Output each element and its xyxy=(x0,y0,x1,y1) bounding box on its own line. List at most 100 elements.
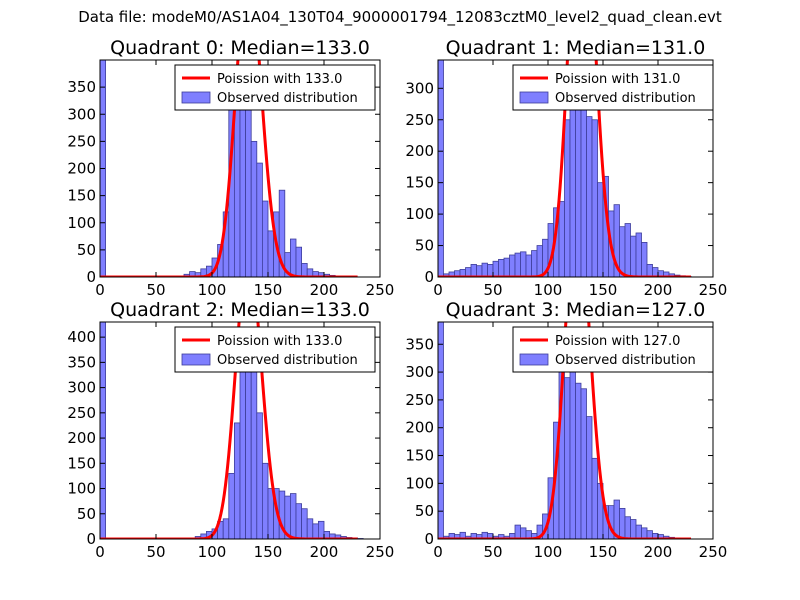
histogram-bar xyxy=(256,162,263,277)
subplot-quadrant-2: 0 50 100 150 200 250 0 50 100 150 200 250 300 350 400 Q… xyxy=(67,299,395,561)
x-tick-label: 0 xyxy=(433,543,443,561)
histogram-bar xyxy=(228,472,235,539)
poisson-curve xyxy=(438,60,691,277)
legend-poisson-label: Poission with 127.0 xyxy=(555,334,680,349)
x-tick-label: 150 xyxy=(254,543,283,561)
histogram-bar xyxy=(295,246,302,277)
x-tick-label: 50 xyxy=(146,281,165,299)
x-tick-label: 100 xyxy=(198,543,227,561)
x-tick-label: 100 xyxy=(534,281,563,299)
subplot-quadrant-3: 0 50 100 150 200 250 0 50 100 150 200 250 300 350 Quad… xyxy=(405,299,728,561)
plot-area xyxy=(100,60,358,277)
y-tick-label: 0 xyxy=(424,530,434,548)
x-tick-label: 150 xyxy=(254,281,283,299)
y-tick-label: 100 xyxy=(405,474,434,492)
histogram-bar xyxy=(295,503,302,539)
legend-hist-label: Observed distribution xyxy=(555,91,696,106)
axes-frame xyxy=(99,321,381,540)
y-tick-label: 0 xyxy=(86,530,96,548)
x-tick-label: 0 xyxy=(95,281,105,299)
x-tick-label: 200 xyxy=(644,543,673,561)
x-tick-label: 250 xyxy=(699,543,728,561)
y-tick-label: 50 xyxy=(77,505,96,523)
legend-hist-swatch xyxy=(519,91,549,104)
x-tick-label: 150 xyxy=(589,543,618,561)
y-tick-label: 200 xyxy=(405,419,434,437)
histogram-bar xyxy=(289,238,297,277)
histogram-bar xyxy=(514,524,521,539)
axes-frame xyxy=(437,321,714,540)
histogram-bar xyxy=(261,462,269,539)
histogram-bar xyxy=(250,349,258,539)
histogram-bar xyxy=(531,250,538,277)
subplot-title: Quadrant 0: Median=133.0 xyxy=(110,37,370,59)
histogram-bar xyxy=(619,507,626,539)
histogram-bar xyxy=(630,235,637,277)
histogram-bar xyxy=(267,230,274,277)
y-tick-label: 50 xyxy=(415,502,434,520)
histogram-bar xyxy=(481,262,488,277)
histogram-bar xyxy=(525,254,532,277)
x-tick-label: 200 xyxy=(310,281,339,299)
y-tick-label: 200 xyxy=(67,429,96,447)
axes-frame xyxy=(437,59,714,278)
poisson-curve xyxy=(100,60,358,277)
histogram-bar xyxy=(250,140,258,277)
histogram-bar xyxy=(580,81,587,277)
histogram-bar xyxy=(580,388,587,539)
y-tick-label: 100 xyxy=(67,480,96,498)
poisson-curve xyxy=(100,322,358,539)
x-tick-label: 50 xyxy=(146,543,165,561)
x-tick-label: 250 xyxy=(366,543,395,561)
x-tick-label: 200 xyxy=(644,281,673,299)
histogram-bar xyxy=(306,518,314,539)
x-tick-label: 50 xyxy=(483,281,502,299)
x-tick-label: 0 xyxy=(95,543,105,561)
histogram-bar xyxy=(487,264,494,277)
histogram-bar xyxy=(492,260,499,277)
y-tick-label: 250 xyxy=(405,391,434,409)
legend-hist-swatch xyxy=(181,91,211,104)
y-tick-label: 400 xyxy=(67,328,96,346)
y-tick-label: 350 xyxy=(405,335,434,353)
legend-hist-label: Observed distribution xyxy=(555,353,696,368)
legend-hist-label: Observed distribution xyxy=(217,91,358,106)
histogram-bar xyxy=(624,516,631,539)
y-tick-label: 150 xyxy=(405,174,434,192)
histogram-bar xyxy=(591,119,598,277)
histogram-bar xyxy=(278,189,286,277)
histogram-bar xyxy=(100,322,106,539)
legend-hist-swatch xyxy=(519,353,549,366)
x-tick-label: 250 xyxy=(366,281,395,299)
histogram-bar xyxy=(301,508,308,539)
histogram-bar xyxy=(575,382,582,539)
histogram-bar xyxy=(514,252,521,277)
y-tick-label: 150 xyxy=(67,187,96,205)
histogram-bar xyxy=(438,322,444,539)
y-tick-label: 0 xyxy=(86,268,96,286)
histogram-bar xyxy=(641,242,648,277)
plot-area xyxy=(100,322,364,539)
histogram-bar xyxy=(646,264,653,277)
subplot-title: Quadrant 3: Median=127.0 xyxy=(446,299,706,321)
histogram-bar xyxy=(256,412,263,539)
histogram-bar xyxy=(476,265,483,277)
figure-suptitle: Data file: modeM0/AS1A04_130T04_90000017… xyxy=(78,8,722,26)
x-tick-label: 0 xyxy=(433,281,443,299)
histogram-bar xyxy=(586,116,593,277)
x-tick-label: 100 xyxy=(534,543,563,561)
subplot-quadrant-1: 0 50 100 150 200 250 0 50 100 150 200 250 300 Quadran… xyxy=(405,37,727,299)
histogram-bar xyxy=(520,527,527,539)
y-tick-label: 200 xyxy=(405,142,434,160)
x-tick-label: 50 xyxy=(483,543,502,561)
histogram-bar xyxy=(312,523,319,539)
legend-poisson-label: Poission with 131.0 xyxy=(555,72,680,87)
legend-poisson-label: Poission with 133.0 xyxy=(217,334,342,349)
histogram-bar xyxy=(438,60,444,277)
y-tick-label: 50 xyxy=(415,237,434,255)
histogram-bar xyxy=(261,200,269,277)
y-tick-label: 300 xyxy=(405,79,434,97)
histogram-bar xyxy=(564,377,571,539)
histogram-bar xyxy=(635,232,642,277)
